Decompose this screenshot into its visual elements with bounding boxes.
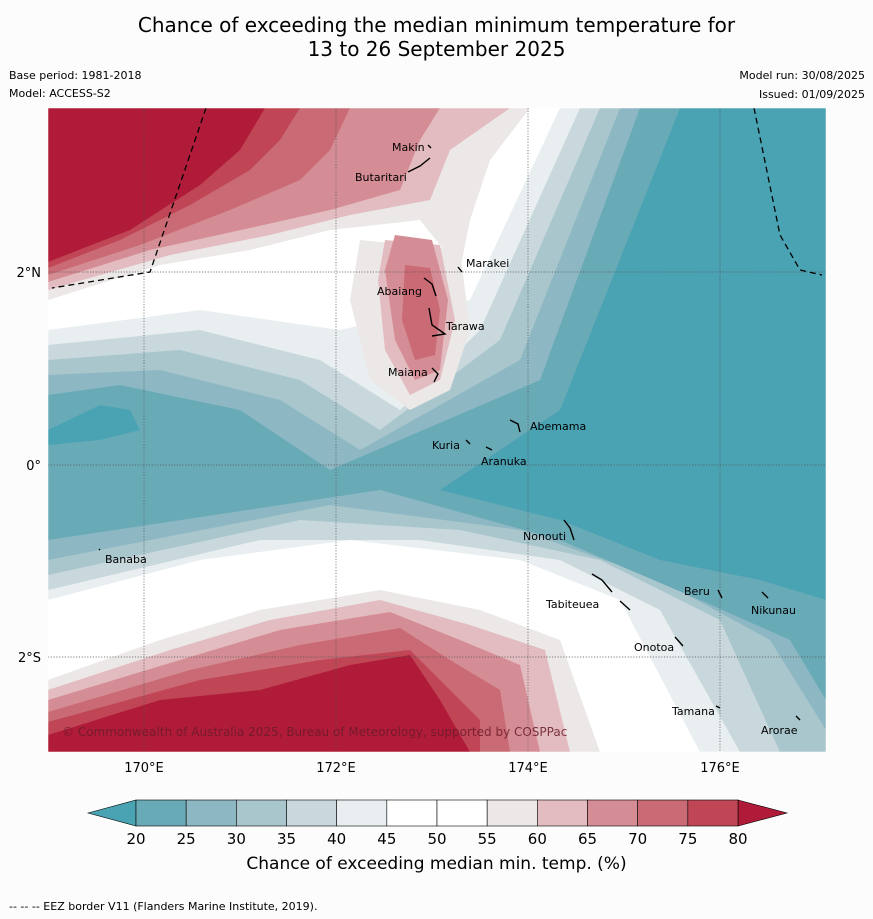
colorbar-swatch <box>587 799 638 827</box>
base-period: Base period: 1981-2018 <box>9 69 142 82</box>
lat-tick: 2°S <box>18 651 41 666</box>
place-label: Aranuka <box>481 455 527 468</box>
lat-tick: 0° <box>26 459 41 474</box>
place-label: Makin <box>392 141 425 154</box>
colorbar-tick-label: 50 <box>427 830 446 848</box>
place-label: Kuria <box>432 439 460 452</box>
model-run: Model run: 30/08/2025 <box>739 69 865 82</box>
place-label: Banaba <box>105 553 147 566</box>
colorbar-low-extension <box>86 799 137 827</box>
colorbar-swatch <box>386 799 438 827</box>
colorbar-tick-label: 70 <box>628 830 647 848</box>
lon-tick: 172°E <box>316 761 356 776</box>
colorbar-tick-label: 75 <box>678 830 697 848</box>
place-label: Tarawa <box>445 320 485 333</box>
colorbar-swatch <box>436 799 488 827</box>
colorbar-swatch <box>286 799 337 827</box>
place-label: Onotoa <box>634 641 674 654</box>
place-label: Beru <box>684 585 710 598</box>
colorbar-tick-label: 40 <box>327 830 346 848</box>
map-frame <box>47 107 827 753</box>
colorbar-swatch <box>336 799 388 827</box>
colorbar: 20 25 30 35 40 45 50 55 60 65 70 75 80 <box>86 799 789 848</box>
colorbar-swatch <box>687 799 739 827</box>
lat-tick: 2°N <box>17 266 42 281</box>
colorbar-tick-label: 20 <box>126 830 145 848</box>
eez-footer-note: -- -- -- EEZ border V11 (Flanders Marine… <box>9 900 318 913</box>
place-label: Abaiang <box>377 285 422 298</box>
place-labels: Makin Butaritari Marakei Abaiang Tarawa … <box>105 141 798 737</box>
colorbar-high-extension <box>737 799 789 827</box>
place-label: Butaritari <box>355 171 407 184</box>
place-label: Nikunau <box>751 604 796 617</box>
colorbar-swatch <box>185 799 237 827</box>
place-label: Abemama <box>530 420 586 433</box>
issued-date: Issued: 01/09/2025 <box>758 88 865 101</box>
grid-lines <box>48 108 826 752</box>
place-label: Maiana <box>388 366 428 379</box>
colorbar-swatch <box>236 799 287 827</box>
island-shapes <box>98 144 801 721</box>
colorbar-tick-label: 55 <box>478 830 497 848</box>
chart-title-line2: 13 to 26 September 2025 <box>307 37 566 61</box>
place-label: Tamana <box>671 705 715 718</box>
lon-tick: 170°E <box>124 761 164 776</box>
colorbar-tick-label: 30 <box>227 830 246 848</box>
colorbar-tick-label: 45 <box>377 830 396 848</box>
colorbar-tick-label: 80 <box>728 830 747 848</box>
chart-title-line1: Chance of exceeding the median minimum t… <box>137 13 736 37</box>
colorbar-tick-label: 65 <box>578 830 597 848</box>
axis-ticks: 170°E 172°E 174°E 176°E 2°N 0° 2°S <box>17 266 740 776</box>
colorbar-swatch <box>537 799 588 827</box>
contour-field: © Commonwealth of Australia 2025, Bureau… <box>48 108 826 752</box>
lon-tick: 176°E <box>700 761 740 776</box>
model-name: Model: ACCESS-S2 <box>9 87 111 100</box>
colorbar-swatch <box>135 799 187 827</box>
place-label: Arorae <box>761 724 798 737</box>
colorbar-swatch <box>486 799 538 827</box>
colorbar-tick-label: 60 <box>528 830 547 848</box>
colorbar-title: Chance of exceeding median min. temp. (%… <box>246 854 627 874</box>
lon-tick: 174°E <box>508 761 548 776</box>
copyright-note: © Commonwealth of Australia 2025, Bureau… <box>62 725 567 739</box>
colorbar-swatch <box>637 799 689 827</box>
place-label: Nonouti <box>523 530 566 543</box>
colorbar-tick-label: 25 <box>177 830 196 848</box>
place-label: Marakei <box>466 257 509 270</box>
colorbar-tick-label: 35 <box>277 830 296 848</box>
place-label: Tabiteuea <box>545 598 599 611</box>
eez-border <box>51 108 823 289</box>
